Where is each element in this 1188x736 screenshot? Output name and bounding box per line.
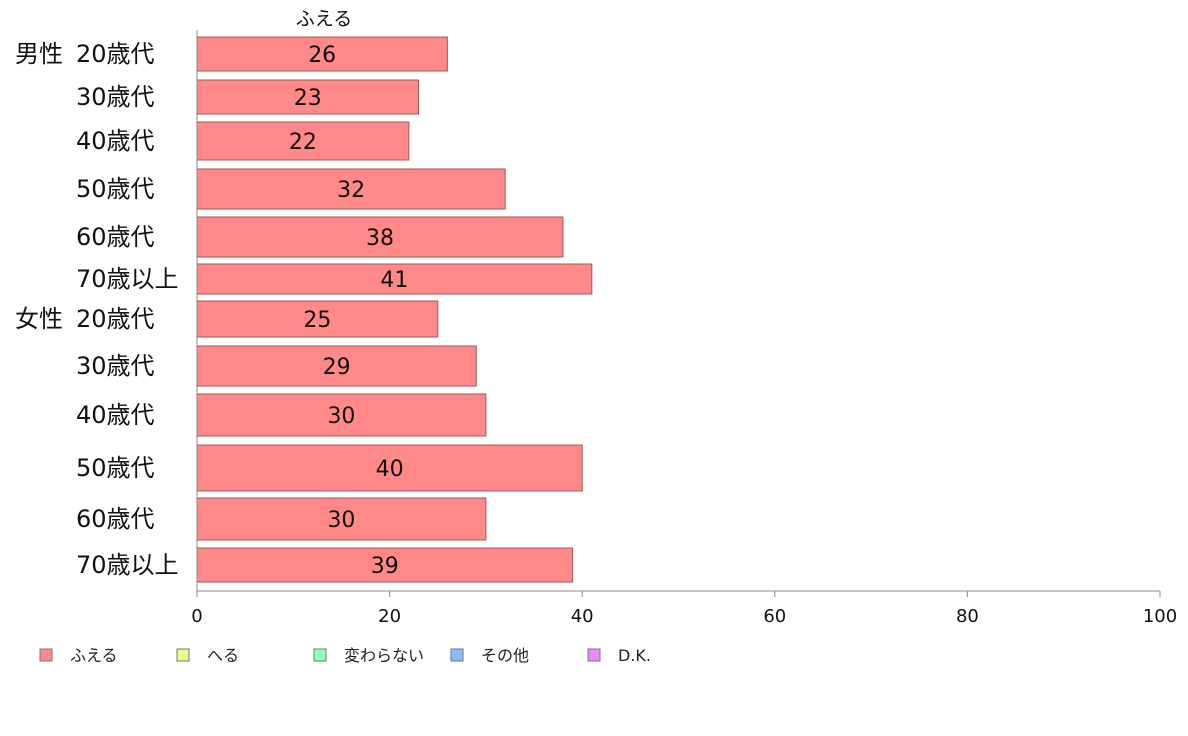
legend-label: 変わらない	[344, 646, 424, 665]
category-label: 20歳代	[76, 40, 155, 68]
x-tick-label: 20	[378, 606, 401, 627]
legend-swatch	[313, 648, 327, 662]
group-label: 女性	[15, 305, 63, 333]
legend-swatch	[587, 648, 601, 662]
value-label: 40	[376, 457, 404, 482]
bar	[196, 497, 487, 541]
value-label: 29	[323, 355, 351, 380]
x-tick-label: 0	[191, 606, 202, 627]
value-label: 22	[289, 130, 317, 155]
bar	[196, 216, 564, 258]
category-label: 60歳代	[76, 223, 155, 251]
legend-swatch	[176, 648, 190, 662]
bar	[196, 547, 574, 583]
category-label: 50歳代	[76, 454, 155, 482]
x-tick-label: 60	[763, 606, 786, 627]
legend-swatch	[39, 648, 53, 662]
value-label: 39	[371, 554, 399, 579]
bars	[196, 36, 593, 583]
category-label: 60歳代	[76, 505, 155, 533]
value-label: 26	[308, 43, 336, 68]
legend-swatch	[450, 648, 464, 662]
value-label: 30	[327, 508, 355, 533]
value-label: 30	[327, 404, 355, 429]
category-label: 30歳代	[76, 83, 155, 111]
legend-label: へる	[207, 646, 239, 665]
value-label: 25	[303, 308, 331, 333]
value-label: 23	[294, 86, 322, 111]
x-axis: 0 20 40 60 80 100	[191, 30, 1177, 627]
bar	[196, 300, 439, 338]
x-tick-label: 40	[571, 606, 594, 627]
bar	[196, 36, 448, 72]
value-label: 38	[366, 226, 394, 251]
legend-label: その他	[481, 646, 529, 665]
value-label: 41	[380, 268, 408, 293]
category-label: 30歳代	[76, 352, 155, 380]
bar	[196, 444, 583, 492]
category-label: 70歳以上	[76, 551, 179, 579]
value-label: 32	[337, 178, 365, 203]
category-label: 40歳代	[76, 401, 155, 429]
legend-label: D.K.	[618, 646, 651, 665]
legend-label: ふえる	[70, 646, 118, 665]
x-tick-label: 100	[1143, 606, 1177, 627]
category-label: 40歳代	[76, 127, 155, 155]
legend: ふえる へる 変わらない その他 D.K.	[39, 646, 651, 665]
bar	[196, 79, 419, 115]
x-tick-label: 80	[956, 606, 979, 627]
series-title: ふえる	[296, 8, 352, 30]
category-label: 70歳以上	[76, 265, 179, 293]
bar	[196, 121, 410, 161]
category-label: 50歳代	[76, 175, 155, 203]
category-labels: 20歳代 30歳代 40歳代 50歳代 60歳代 70歳以上 20歳代 30歳代 40歳代 50歳…	[76, 40, 179, 579]
bar	[196, 168, 506, 210]
category-label: 20歳代	[76, 305, 155, 333]
group-label: 男性	[15, 40, 63, 68]
